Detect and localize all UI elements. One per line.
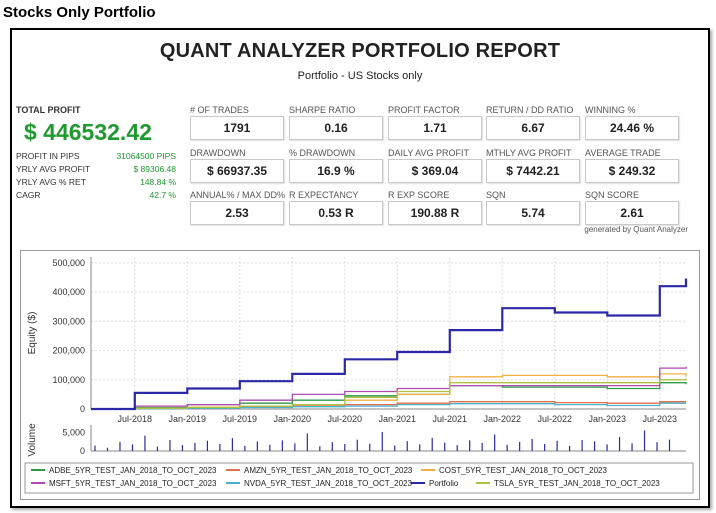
x-tick-label: Jan-2020 [273,414,311,424]
x-tick-label: Jul-2020 [327,414,362,424]
y-tick-label: 300,000 [52,316,85,326]
summary-row-pips: PROFIT IN PIPS 31064500 PIPS [16,151,176,161]
y-tick-label: 0 [80,404,85,414]
stat-value: 190.88 R [388,201,482,225]
x-tick-label: Jan-2022 [483,414,521,424]
y-tick-label: 200,000 [52,346,85,356]
equity-chart: 0 100,000 200,000 300,000 400,000 500,000 Jul-… [24,257,694,494]
stat-label: AVERAGE TRADE [585,148,661,158]
x-tick-label: Jul-2022 [537,414,572,424]
stat-value: 2.53 [190,201,284,225]
summary-row-yrly-ret: YRLY AVG % RET 148.84 % [16,177,176,187]
volume-axis-label: Volume [27,423,38,457]
legend-label: NVDA_5YR_TEST_JAN_2018_TO_OCT_2023 [244,479,412,488]
x-tick-label: Jan-2023 [588,414,626,424]
stat-label: SQN [486,190,506,200]
stat-value: $ 369.04 [388,159,482,183]
total-profit-label: TOTAL PROFIT [16,105,81,115]
stat-label: SQN SCORE [585,190,640,200]
volume-tick-label: 5,000 [62,428,85,438]
legend-label: MSFT_5YR_TEST_JAN_2018_TO_OCT_2023 [49,479,217,488]
summary-row-cagr: CAGR 42.7 % [16,190,176,200]
report-frame: QUANT ANALYZER PORTFOLIO REPORT Portfoli… [10,28,710,508]
legend-label: ADBE_5YR_TEST_JAN_2018_TO_OCT_2023 [49,466,217,475]
x-tick-label: Jul-2019 [222,414,257,424]
stat-label: DRAWDOWN [190,148,246,158]
x-tick-label: Jan-2019 [168,414,206,424]
stat-label: MTHLY AVG PROFIT [486,148,572,158]
stat-value: 1.71 [388,116,482,140]
stat-label: DAILY AVG PROFIT [388,148,470,158]
equity-chart-container: 0 100,000 200,000 300,000 400,000 500,000 Jul-… [20,250,700,500]
summary-row-label: YRLY AVG % RET [16,177,86,187]
summary-row-value: 42.7 % [149,190,176,200]
stat-value: 16.9 % [289,159,383,183]
stat-value: $ 249.32 [585,159,679,183]
stat-value: 2.61 [585,201,679,225]
y-axis-label: Equity ($) [27,312,38,355]
stat-value: 24.46 % [585,116,679,140]
x-tick-label: Jul-2018 [117,414,152,424]
summary-row-label: CAGR [16,190,41,200]
legend-label: AMZN_5YR_TEST_JAN_2018_TO_OCT_2023 [244,466,413,475]
stat-label: R EXPECTANCY [289,190,359,200]
generated-by-note: generated by Quant Analyzer [584,225,688,234]
report-title: QUANT ANALYZER PORTFOLIO REPORT [159,40,561,62]
summary-row-value: 31064500 PIPS [116,151,176,161]
stat-value: 6.67 [486,116,580,140]
stat-value: $ 7442.21 [486,159,580,183]
stat-value: 5.74 [486,201,580,225]
summary-row-value: $ 89306.48 [133,164,176,174]
stat-value: 0.16 [289,116,383,140]
x-tick-label: Jul-2023 [642,414,677,424]
report-subtitle: Portfolio - US Stocks only [297,70,423,82]
summary-row-label: PROFIT IN PIPS [16,151,80,161]
x-tick-label: Jul-2021 [432,414,467,424]
series-line-msft [91,366,687,410]
page-heading: Stocks Only Portfolio [3,4,156,21]
volume-tick-label: 0 [80,446,85,456]
y-tick-label: 100,000 [52,375,85,385]
series-line-tsla [91,378,687,410]
stat-label: SHARPE RATIO [289,105,356,115]
y-tick-label: 400,000 [52,287,85,297]
stat-label: # OF TRADES [190,105,249,115]
summary-row-value: 148.84 % [140,177,176,187]
stat-value: 0.53 R [289,201,383,225]
stat-label: R EXP SCORE [388,190,450,200]
legend-box [24,462,694,494]
summary-row-yrly-profit: YRLY AVG PROFIT $ 89306.48 [16,164,176,174]
stat-label: ANNUAL% / MAX DD% [190,190,286,200]
stat-label: RETURN / DD RATIO [486,105,574,115]
y-tick-label: 500,000 [52,258,85,268]
legend-label: COST_5YR_TEST_JAN_2018_TO_OCT_2023 [439,466,607,475]
legend-label: TSLA_5YR_TEST_JAN_2018_TO_OCT_2023 [494,479,660,488]
series-line-portfolio [91,278,688,411]
summary-row-label: YRLY AVG PROFIT [16,164,91,174]
stat-value: $ 66937.35 [190,159,284,183]
stat-value: 1791 [190,116,284,140]
stat-label: PROFIT FACTOR [388,105,460,115]
stat-label: WINNING % [585,105,636,115]
total-profit-value: $ 446532.42 [24,119,152,145]
legend-label: Portfolio [429,479,459,488]
stat-label: % DRAWDOWN [289,148,356,158]
x-tick-label: Jan-2021 [378,414,416,424]
